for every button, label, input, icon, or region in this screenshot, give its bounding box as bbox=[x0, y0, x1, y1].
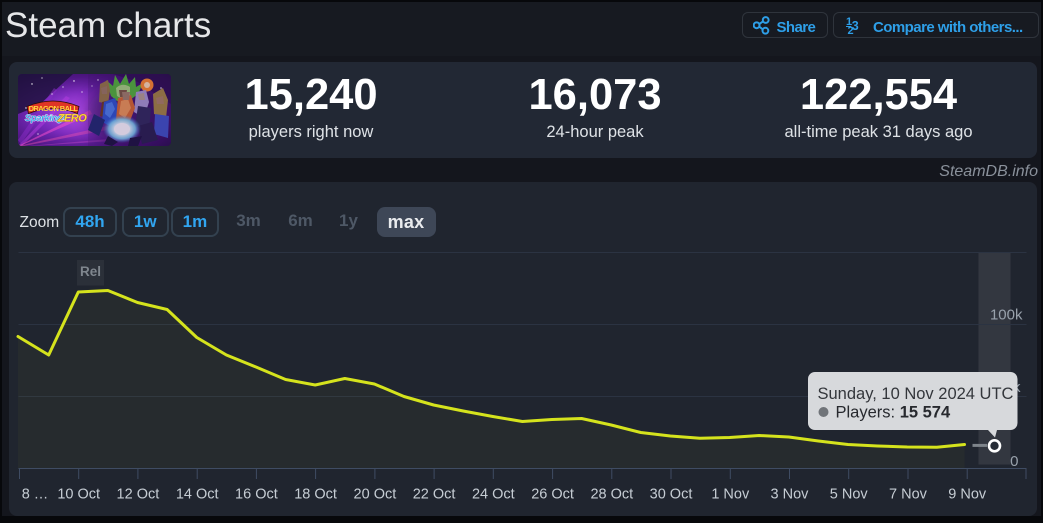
svg-text:28 Oct: 28 Oct bbox=[590, 487, 633, 503]
svg-text:3 Nov: 3 Nov bbox=[770, 487, 809, 503]
svg-text:DRAGON BALL: DRAGON BALL bbox=[28, 104, 78, 113]
svg-text:22 Oct: 22 Oct bbox=[412, 487, 455, 503]
svg-text:30 Oct: 30 Oct bbox=[649, 487, 692, 503]
svg-text:1 Nov: 1 Nov bbox=[711, 487, 750, 503]
svg-text:7 Nov: 7 Nov bbox=[889, 487, 928, 503]
svg-text:8 …: 8 … bbox=[21, 487, 48, 503]
svg-text:0: 0 bbox=[1010, 453, 1018, 470]
svg-text:10 Oct: 10 Oct bbox=[57, 487, 100, 503]
svg-text:14 Oct: 14 Oct bbox=[175, 487, 218, 503]
svg-text:16 Oct: 16 Oct bbox=[235, 487, 278, 503]
svg-text:Sparking!: Sparking! bbox=[24, 113, 64, 124]
svg-text:5 Nov: 5 Nov bbox=[829, 487, 868, 503]
svg-text:100k: 100k bbox=[989, 307, 1022, 324]
svg-text:Sunday, 10 Nov 2024 UTC: Sunday, 10 Nov 2024 UTC bbox=[817, 385, 1013, 403]
svg-text:18 Oct: 18 Oct bbox=[294, 487, 337, 503]
svg-text:24 Oct: 24 Oct bbox=[471, 487, 514, 503]
svg-text:26 Oct: 26 Oct bbox=[531, 487, 574, 503]
svg-text:12 Oct: 12 Oct bbox=[116, 487, 159, 503]
svg-text:Players: 15 574: Players: 15 574 bbox=[835, 404, 950, 422]
svg-text:Rel: Rel bbox=[79, 264, 100, 279]
svg-text:9 Nov: 9 Nov bbox=[948, 487, 987, 503]
svg-text:20 Oct: 20 Oct bbox=[353, 487, 396, 503]
svg-text:ZERO: ZERO bbox=[56, 113, 87, 125]
